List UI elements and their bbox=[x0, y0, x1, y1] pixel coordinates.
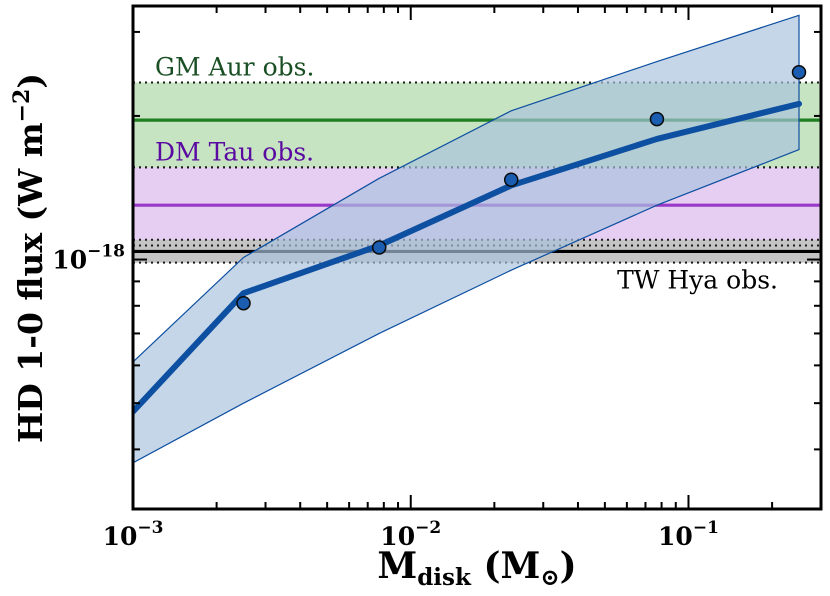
plot-frame bbox=[131, 4, 823, 511]
data-point-3 bbox=[649, 111, 665, 127]
axis-ticks bbox=[132, 6, 822, 510]
plot-area bbox=[133, 14, 821, 464]
y-tick-label-0: 10−18 bbox=[52, 242, 125, 275]
model-line bbox=[133, 100, 803, 415]
observation-labels: GM Aur obs. DM Tau obs. TW Hya obs. bbox=[155, 53, 778, 295]
y-axis-label: HD 1-0 flux (W m−2) bbox=[9, 73, 50, 443]
x-tick-label-0: 10−3 bbox=[103, 518, 164, 551]
x-tick-label-2: 10−1 bbox=[658, 518, 719, 551]
obs-label-2: TW Hya obs. bbox=[617, 266, 778, 295]
tick-labels: 10−3 10−2 10−1 10−18 bbox=[52, 242, 719, 551]
obs-label-0: GM Aur obs. bbox=[155, 53, 314, 82]
obs-label-1: DM Tau obs. bbox=[155, 137, 314, 166]
data-point-0 bbox=[236, 295, 251, 311]
data-point-2 bbox=[503, 172, 519, 187]
data-point-4 bbox=[791, 64, 807, 80]
data-point-1 bbox=[371, 240, 387, 255]
x-axis-label: Mdisk (M⊙) bbox=[377, 545, 576, 591]
x-tick-label-1: 10−2 bbox=[380, 518, 441, 551]
model-band bbox=[133, 14, 800, 464]
